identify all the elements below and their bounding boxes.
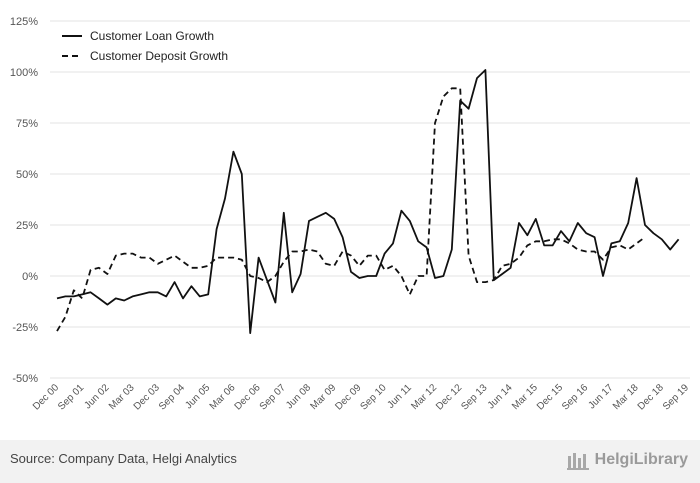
x-tick-label: Sep 04 (157, 382, 187, 412)
y-tick-label: 50% (16, 169, 38, 181)
y-axis-tick-labels: -50% -25% 0% 25% 50% 75% 100% 125% (10, 16, 38, 385)
x-tick-label: Dec 12 (434, 382, 464, 412)
loan-growth-line (56, 69, 680, 335)
x-tick-label: Jun 02 (83, 382, 112, 411)
x-tick-label: Jun 17 (587, 382, 616, 411)
x-tick-label: Dec 18 (636, 382, 666, 412)
x-tick-label: Sep 16 (560, 382, 590, 412)
y-tick-label: 100% (10, 67, 38, 79)
x-tick-label: Mar 09 (309, 382, 339, 412)
legend: Customer Loan Growth Customer Deposit Gr… (62, 29, 228, 63)
deposit-growth-line (56, 87, 646, 332)
logo-text: HelgiLibrary (594, 451, 688, 468)
x-tick-label: Jun 08 (284, 382, 313, 411)
x-tick-label: Jun 14 (486, 382, 515, 411)
x-tick-label: Jun 05 (183, 382, 212, 411)
x-tick-label: Mar 03 (107, 382, 137, 412)
x-tick-label: Jun 11 (385, 382, 414, 411)
y-tick-label: 25% (16, 220, 38, 232)
x-tick-label: Sep 19 (661, 382, 691, 412)
footer: Source: Company Data, Helgi Analytics He… (0, 440, 700, 483)
legend-label-loan: Customer Loan Growth (90, 29, 214, 43)
x-tick-label: Dec 00 (31, 382, 61, 412)
helgi-library-logo: HelgiLibrary (566, 450, 688, 470)
y-tick-label: 0% (22, 271, 38, 283)
x-tick-label: Mar 15 (510, 382, 540, 412)
y-tick-label: 75% (16, 118, 38, 130)
x-tick-label: Sep 01 (56, 382, 86, 412)
x-tick-label: Dec 03 (132, 382, 162, 412)
x-tick-label: Sep 07 (258, 382, 288, 412)
y-tick-label: -50% (12, 373, 38, 385)
y-tick-label: 125% (10, 16, 38, 28)
legend-label-deposit: Customer Deposit Growth (90, 49, 228, 63)
y-tick-label: -25% (12, 322, 38, 334)
x-tick-label: Dec 09 (333, 382, 363, 412)
x-tick-label: Mar 18 (611, 382, 641, 412)
x-tick-label: Dec 06 (233, 382, 263, 412)
source-text: Source: Company Data, Helgi Analytics (10, 451, 237, 466)
x-tick-label: Mar 06 (208, 382, 238, 412)
x-tick-label: Sep 13 (459, 382, 489, 412)
x-tick-label: Sep 10 (359, 382, 389, 412)
series-lines (56, 69, 680, 335)
x-tick-label: Mar 12 (409, 382, 439, 412)
grid-lines (50, 20, 690, 379)
x-tick-label: Dec 15 (535, 382, 565, 412)
library-icon (566, 453, 589, 470)
